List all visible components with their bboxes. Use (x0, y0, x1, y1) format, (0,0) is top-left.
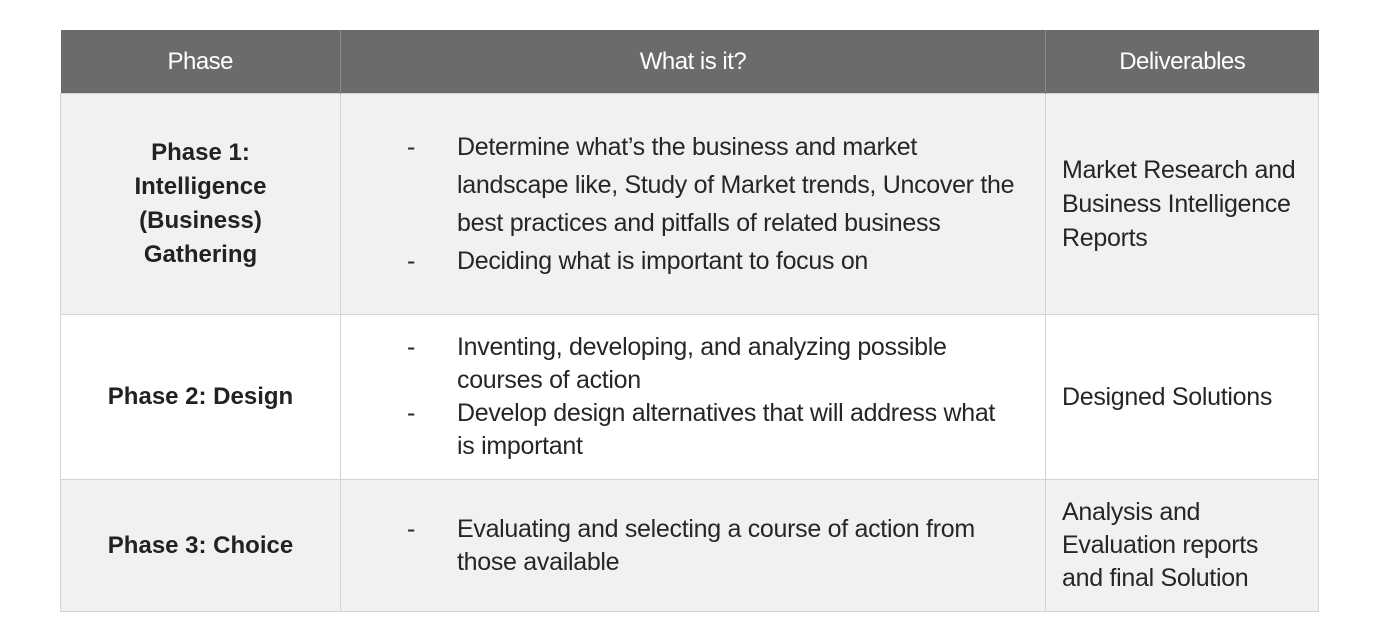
what-cell: Inventing, developing, and analyzing pos… (340, 314, 1046, 480)
header-what-is-it: What is it? (340, 30, 1046, 94)
table-row: Phase 3: Choice Evaluating and selecting… (60, 479, 1319, 612)
header-phase: Phase (60, 30, 341, 94)
list-item: Evaluating and selecting a course of act… (407, 513, 1015, 579)
phase-cell: Phase 2: Design (60, 314, 341, 480)
deliverables-cell: Market Research and Business Intelligenc… (1045, 93, 1319, 315)
list-item: Deciding what is important to focus on (407, 242, 1015, 280)
phase-cell: Phase 1: Intelligence (Business) Gatheri… (60, 93, 341, 315)
deliverables-cell: Designed Solutions (1045, 314, 1319, 480)
what-list: Determine what’s the business and market… (341, 128, 1045, 280)
list-item: Determine what’s the business and market… (407, 128, 1015, 242)
header-deliverables: Deliverables (1045, 30, 1319, 94)
phase-name: Phase 2: Design (107, 383, 294, 410)
deliverables-text: Analysis and Evaluation reports and fina… (1062, 498, 1259, 592)
phase-cell: Phase 3: Choice (60, 479, 341, 612)
list-item: Develop design alternatives that will ad… (407, 397, 1015, 463)
phase-name: Phase 3: Choice (107, 531, 294, 559)
table-row: Phase 1: Intelligence (Business) Gatheri… (60, 93, 1319, 315)
deliverables-text: Market Research and Business Intelligenc… (1062, 156, 1296, 252)
list-item: Inventing, developing, and analyzing pos… (407, 331, 1015, 397)
phase-name: Phase 1: Intelligence (Business) Gatheri… (134, 139, 267, 268)
what-list: Inventing, developing, and analyzing pos… (341, 331, 1045, 463)
what-cell: Evaluating and selecting a course of act… (340, 479, 1046, 612)
deliverables-cell: Analysis and Evaluation reports and fina… (1045, 479, 1319, 612)
what-cell: Determine what’s the business and market… (340, 93, 1046, 315)
table-header-row: Phase What is it? Deliverables (60, 30, 1319, 94)
table-row: Phase 2: Design Inventing, developing, a… (60, 314, 1319, 480)
phases-table: Phase What is it? Deliverables Phase 1: … (60, 30, 1319, 612)
what-list: Evaluating and selecting a course of act… (341, 513, 1045, 579)
deliverables-text: Designed Solutions (1062, 382, 1273, 411)
